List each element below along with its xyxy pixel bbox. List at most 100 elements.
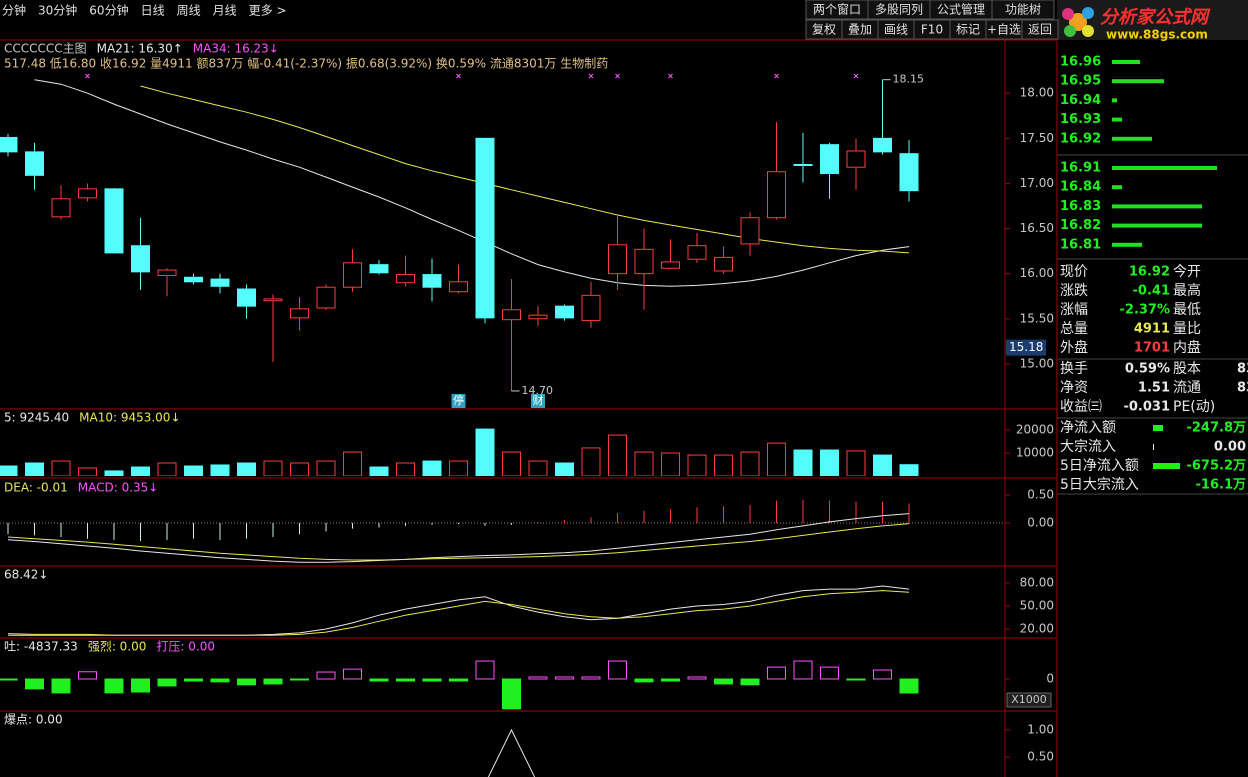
book-depth (1112, 60, 1140, 64)
book-depth (1112, 166, 1217, 170)
period-tab[interactable]: 分钟 (2, 3, 26, 18)
menu-button[interactable]: 返回 (1028, 23, 1052, 37)
menu-button-bg[interactable] (991, 0, 1055, 20)
candle-body (237, 288, 256, 307)
flow-label: 净流入额 (1060, 420, 1116, 436)
menu-button[interactable]: 多股同列 (875, 3, 923, 17)
menu-button[interactable]: F10 (921, 23, 943, 37)
volume-bar (740, 451, 760, 476)
menu-button[interactable]: 标记 (956, 23, 980, 37)
volume-bar (263, 460, 283, 476)
flow-value: -675.2万 (1186, 459, 1246, 474)
volume-bar (846, 450, 866, 476)
candle-body (820, 144, 839, 175)
event-marker (853, 73, 859, 79)
strength-bar (714, 678, 733, 685)
y-tick-label: 0.50 (1027, 749, 1054, 763)
menu-button[interactable]: 叠加 (848, 23, 872, 37)
strength-bar (820, 666, 839, 680)
volume-bar (449, 460, 468, 476)
y-tick-label: 20000 (1016, 423, 1054, 437)
book-depth (1112, 98, 1117, 103)
book-depth (1112, 79, 1164, 84)
strength-bar (78, 671, 97, 680)
flow-bar (1153, 463, 1180, 469)
strength-bar (449, 678, 468, 682)
book-price: 16.81 (1060, 237, 1101, 252)
period-tab[interactable]: 月线 (213, 4, 237, 18)
candle-body (104, 188, 124, 254)
strength-bar (846, 678, 866, 681)
strength-bar (0, 678, 18, 681)
candle-body (290, 308, 309, 319)
indicator-line (7, 513, 910, 563)
volume-bar (581, 447, 601, 476)
volume-bar (820, 449, 839, 476)
strength-bar (25, 678, 44, 690)
volume-bar (78, 467, 97, 476)
panel-macd (0, 499, 1005, 563)
legend-entry: 5: 9245.40 (4, 411, 69, 425)
period-tab[interactable]: 30分钟 (38, 3, 77, 18)
period-tab[interactable]: 更多 > (249, 4, 287, 18)
quote-label: 内盘 (1173, 339, 1201, 356)
logo-title: 分析家公式网 (1100, 7, 1211, 28)
quote-label: 现价 (1060, 264, 1088, 280)
menu-button[interactable]: 功能树 (1005, 2, 1041, 17)
logo-url: www.88gs.com (1106, 28, 1208, 42)
volume-bar (184, 465, 203, 476)
legend-entry: 爆点: 0.00 (4, 713, 63, 727)
quote-value: -0.41 (1133, 284, 1170, 299)
y-tick-label: 1.00 (1027, 722, 1054, 736)
panel-line (7, 585, 910, 636)
strength-bar (396, 678, 415, 682)
event-label: 停 (453, 393, 464, 407)
y-tick-label: 16.50 (1020, 221, 1054, 235)
y-tick-label: 15.00 (1020, 356, 1054, 370)
volume-bar (899, 464, 919, 476)
volume-bar (661, 452, 680, 476)
period-tab[interactable]: 周线 (177, 4, 201, 18)
quote-value: 4911 (1134, 322, 1170, 337)
quote-label: 涨跌 (1060, 283, 1088, 299)
candle-body (873, 137, 892, 153)
candle-body (502, 309, 521, 321)
flow-label: 大宗流入 (1060, 439, 1116, 455)
volume-bar (714, 454, 733, 476)
book-price: 16.96 (1060, 55, 1101, 70)
menu-button[interactable]: 两个窗口 (813, 3, 861, 17)
y-tick-label: 17.50 (1020, 131, 1054, 145)
y-tick-label: 10000 (1016, 446, 1054, 460)
flow-value: -247.8万 (1186, 421, 1246, 436)
period-tab[interactable]: 日线 (141, 4, 165, 18)
y-tick-label: 16.00 (1020, 266, 1054, 280)
volume-bar (396, 462, 415, 476)
book-price: 16.93 (1060, 112, 1101, 127)
strength-bar (343, 668, 362, 680)
volume-bar (634, 451, 654, 476)
candle-body (608, 244, 627, 275)
menu-button[interactable]: 画线 (884, 23, 908, 37)
strength-bar (184, 678, 203, 682)
candle-body (78, 188, 97, 199)
volume-bar (0, 465, 18, 476)
strength-bar (634, 678, 654, 683)
period-tab[interactable]: 60分钟 (89, 3, 128, 18)
menu-button-bg[interactable] (1021, 19, 1059, 40)
menu-button[interactable]: 复权 (812, 23, 836, 37)
menu-button[interactable]: 公式管理 (937, 2, 985, 17)
strength-bar (157, 678, 177, 687)
book-depth (1112, 117, 1122, 122)
quote-info: 517.48 低16.80 收16.92 量4911 额837万 幅-0.41(… (4, 56, 608, 71)
menu-button[interactable]: +自选 (987, 23, 1021, 37)
quote-label: 外盘 (1060, 339, 1088, 356)
volume-bar (555, 462, 574, 476)
candle-body (846, 150, 866, 168)
legend-entry: 打压: 0.00 (156, 640, 215, 654)
strength-bar (316, 671, 336, 680)
quote-label: 最低 (1173, 302, 1201, 318)
strength-bar (793, 660, 813, 680)
volume-bar (51, 460, 71, 476)
legend-entry: 68.42↓ (4, 568, 48, 582)
